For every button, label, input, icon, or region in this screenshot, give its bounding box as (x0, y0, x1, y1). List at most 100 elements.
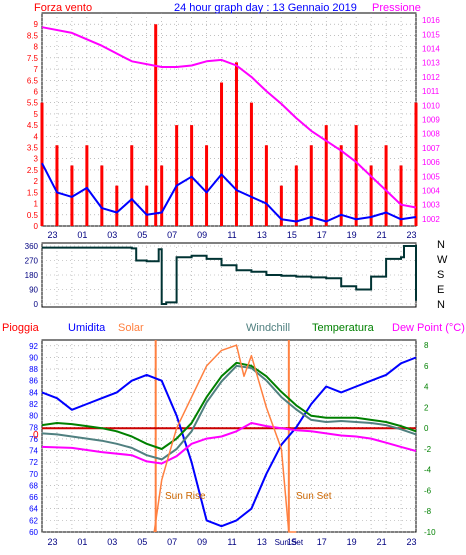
p3-x-tick-label: 23 (407, 537, 417, 547)
p1-left-tick-label: 2.5 (27, 166, 39, 175)
p3-x-tick-label: 09 (197, 537, 207, 547)
p1-x-tick-label: 23 (47, 230, 57, 240)
p1-frame (41, 12, 417, 227)
p3-left-tick-label: 60 (29, 528, 38, 537)
p1-left-tick-label: 1 (34, 200, 39, 209)
p2-left-tick-label: 180 (25, 271, 39, 280)
p1-left-tick-label: 8.5 (27, 31, 39, 40)
p3-sunset-axis-label: Sun Set (275, 538, 304, 547)
p1-right-tick-label: 1014 (422, 45, 440, 54)
p2-compass-label: E (437, 284, 444, 296)
p3-left-tick-label: 66 (29, 493, 38, 502)
legend-umidita: Umidita (68, 322, 106, 334)
p3-right-tick-label: -4 (424, 466, 432, 475)
p1-right-tick-label: 1015 (422, 30, 440, 39)
p3-left-tick-label: 82 (29, 400, 38, 409)
p1-left-tick-label: 7.5 (27, 54, 39, 63)
p1-left-tick-label: 8 (34, 43, 39, 52)
p3-right-tick-label: 0 (424, 424, 429, 433)
p1-right-tick-label: 1013 (422, 59, 440, 68)
p1-left-tick-label: 6.5 (27, 76, 39, 85)
p1-x-tick-label: 11 (227, 230, 236, 240)
rain-zero-label: 0 (33, 430, 39, 441)
p3-x-tick-label: 01 (77, 537, 87, 547)
p3-x-tick-label: 23 (47, 537, 57, 547)
p1-x-tick-label: 13 (257, 230, 267, 240)
p1-left-tick-label: 0.5 (27, 211, 39, 220)
temperature-humidity-panel: 6062646668707274767880828486889092-10-8-… (29, 339, 436, 547)
p3-x-tick-label: 07 (167, 537, 177, 547)
p1-right-tick-label: 1006 (422, 158, 440, 167)
chart-title: 24 hour graph day : 13 Gennaio 2019 (174, 2, 357, 14)
p1-right-tick-label: 1004 (422, 187, 440, 196)
p3-left-tick-label: 90 (29, 353, 38, 362)
p1-left-tick-label: 7 (34, 65, 39, 74)
p3-left-tick-label: 70 (29, 470, 38, 479)
p1-right-tick-label: 1002 (422, 215, 440, 224)
p2-left-tick-label: 360 (25, 242, 39, 251)
p3-x-tick-label: 11 (227, 537, 236, 547)
series-solar-line (153, 344, 297, 533)
p3-right-tick-label: -8 (424, 507, 432, 516)
p2-left-tick-label: 270 (25, 257, 39, 266)
series-temperatura-line (41, 361, 417, 450)
series-umidita-line (41, 356, 417, 528)
p1-right-tick-label: 1005 (422, 172, 440, 181)
p3-left-tick-label: 74 (29, 447, 38, 456)
p3-right-tick-label: -6 (424, 486, 432, 495)
p3-left-tick-label: 64 (29, 505, 38, 514)
p1-left-tick-label: 1.5 (27, 188, 39, 197)
p3-left-tick-label: 68 (29, 481, 38, 490)
legend-solar: Solar (118, 322, 144, 334)
p1-left-tick-label: 3 (34, 155, 39, 164)
legend-pioggia: Pioggia (2, 322, 40, 334)
p3-left-tick-label: 62 (29, 516, 38, 525)
p1-left-tick-label: 6 (34, 87, 39, 96)
p3-x-tick-label: 03 (107, 537, 117, 547)
wind-pressure-panel: 0 0.5 1 1.5 2 2.5 3 3.5 4 4.5 5 5.5 6 6.5 7 7.5 8 8.5 9 100… (27, 12, 440, 240)
p1-left-tick-label: 3.5 (27, 144, 39, 153)
p2-compass-label: N (437, 299, 445, 311)
p1-x-tick-label: 17 (317, 230, 327, 240)
p1-left-tick-label: 2 (34, 177, 39, 186)
p1-right-tick-label: 1007 (422, 144, 440, 153)
p1-right-tick-label: 1011 (422, 87, 440, 96)
p3-left-tick-label: 72 (29, 458, 38, 467)
wind-mean-line (41, 162, 417, 223)
p3-x-tick-label: 17 (317, 537, 327, 547)
p3-right-tick-label: -10 (424, 528, 436, 537)
sunset-label: Sun Set (296, 491, 332, 502)
p1-left-tick-label: 4.5 (27, 121, 39, 130)
p1-x-tick-label: 15 (287, 230, 297, 240)
legend-dewpoint: Dew Point (°C) (392, 322, 465, 334)
p1-x-tick-label: 03 (107, 230, 117, 240)
p3-x-tick-label: 15 (287, 537, 297, 547)
p1-right-tick-label: 1003 (422, 201, 440, 210)
p3-x-tick-label: 19 (347, 537, 357, 547)
pressure-line (41, 26, 417, 209)
p1-x-tick-label: 09 (197, 230, 207, 240)
p3-right-tick-label: 4 (424, 383, 429, 392)
p3-left-tick-label: 92 (29, 342, 38, 351)
right-axis-label: Pressione (372, 2, 421, 14)
p3-right-tick-label: 8 (424, 341, 429, 350)
p3-x-tick-label: 21 (377, 537, 387, 547)
series-windchill-line (41, 364, 417, 461)
p1-x-tick-label: 21 (377, 230, 387, 240)
wind-direction-line (42, 245, 417, 305)
p3-left-tick-label: 88 (29, 365, 38, 374)
p1-right-tick-label: 1009 (422, 116, 440, 125)
p1-x-tick-label: 19 (347, 230, 357, 240)
p1-right-tick-label: 1016 (422, 16, 440, 25)
p2-compass-label: W (437, 254, 448, 266)
p2-left-tick-label: 0 (34, 300, 39, 309)
legend-windchill: Windchill (246, 322, 290, 334)
p1-right-tick-label: 1008 (422, 130, 440, 139)
p1-left-tick-label: 0 (34, 222, 39, 231)
p3-x-tick-label: 13 (257, 537, 267, 547)
p1-left-tick-label: 5.5 (27, 99, 39, 108)
p3-right-tick-label: 6 (424, 362, 429, 371)
sunrise-label: Sun Rise (165, 491, 206, 502)
